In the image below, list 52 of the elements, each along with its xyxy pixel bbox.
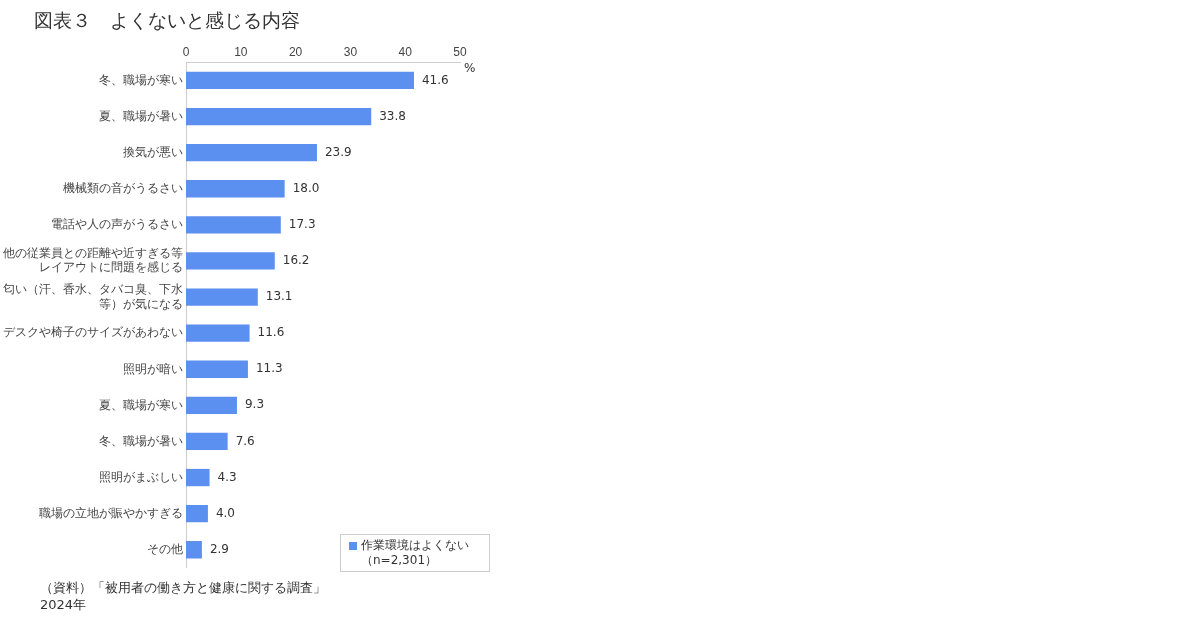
y-tick-label: 冬、職場が暑い bbox=[99, 433, 183, 448]
bar bbox=[186, 288, 258, 306]
x-tick-label: 30 bbox=[343, 44, 358, 59]
bar bbox=[186, 504, 208, 523]
x-tick-label: 10 bbox=[234, 44, 248, 59]
text: 33.8 bbox=[379, 108, 406, 123]
x-axis-title: % bbox=[464, 60, 476, 75]
text: 11.3 bbox=[255, 361, 283, 376]
bar bbox=[186, 468, 210, 487]
bar bbox=[186, 252, 275, 270]
text: 23.9 bbox=[324, 144, 352, 159]
bar bbox=[186, 324, 250, 342]
x-tick-label: 0 bbox=[182, 44, 190, 59]
y-tick-label: その他 bbox=[147, 542, 183, 557]
y-tick-label: 換気が悪い bbox=[123, 144, 183, 159]
text: 4.0 bbox=[215, 505, 236, 520]
text: 41.6 bbox=[421, 72, 449, 87]
y-tick-label: 機械類の音がうるさい bbox=[63, 181, 183, 196]
bar bbox=[186, 396, 237, 415]
text: 2.9 bbox=[209, 541, 229, 556]
bar bbox=[186, 432, 228, 451]
y-tick-label: 匂い（汗、香水、タバコ臭、下水等）が気になる bbox=[3, 282, 183, 311]
y-tick-label: 冬、職場が寒い bbox=[99, 72, 183, 87]
bar bbox=[186, 143, 317, 162]
y-tick-label: 電話や人の声がうるさい bbox=[51, 217, 183, 232]
bar bbox=[186, 360, 248, 378]
bar bbox=[186, 107, 372, 126]
x-tick-label: 20 bbox=[288, 44, 303, 59]
bar bbox=[186, 71, 414, 90]
chart-title: 図表３ よくないと感じる内容 bbox=[34, 8, 300, 33]
text: 13.1 bbox=[265, 289, 293, 304]
text: 16.2 bbox=[282, 253, 310, 268]
y-tick-label: 職場の立地が賑やかすぎる bbox=[39, 505, 183, 520]
text: 11.6 bbox=[257, 325, 285, 340]
text: 17.3 bbox=[288, 216, 316, 231]
y-tick-label: 他の従業員との距離や近すぎる等レイアウトに問題を感じる bbox=[3, 246, 183, 275]
y-tick-label: 夏、職場が寒い bbox=[99, 397, 183, 412]
y-tick-label: 照明が暗い bbox=[123, 361, 183, 376]
text: 4.3 bbox=[217, 469, 237, 484]
text: 18.0 bbox=[292, 180, 320, 195]
y-tick-label: 照明がまぶしい bbox=[99, 469, 183, 484]
bar bbox=[186, 541, 202, 559]
text: 7.6 bbox=[235, 433, 255, 448]
text: 9.3 bbox=[244, 397, 265, 412]
legend-label: 作業環境はよくない（n=2,301） bbox=[361, 537, 470, 568]
x-tick-label: 40 bbox=[398, 44, 413, 59]
bar bbox=[186, 216, 281, 234]
y-tick-label: デスクや椅子のサイズがあわない bbox=[3, 325, 183, 340]
x-tick-label: 50 bbox=[453, 44, 467, 59]
y-tick-label: 夏、職場が暑い bbox=[99, 108, 183, 123]
bar bbox=[186, 180, 285, 198]
text: （資料）「被用者の働き方と健康に関する調査」 2024年 bbox=[40, 580, 326, 614]
